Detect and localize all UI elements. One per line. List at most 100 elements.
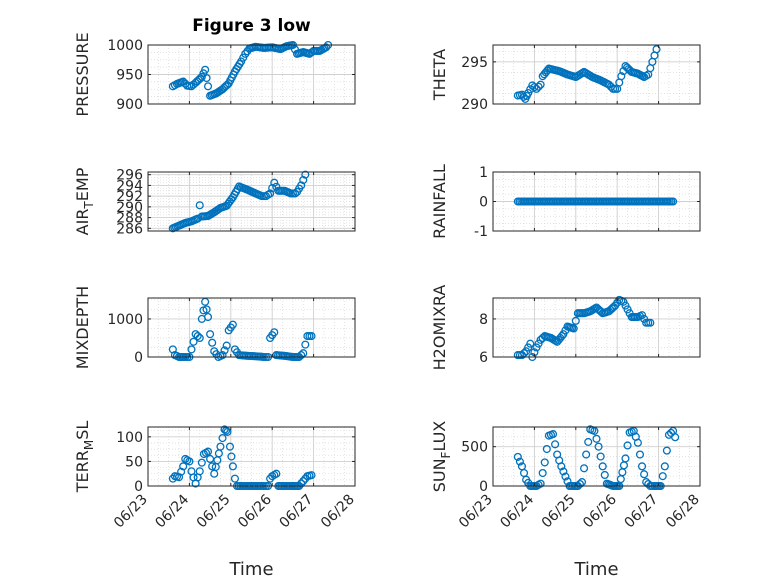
data-point xyxy=(179,462,188,471)
data-point xyxy=(177,467,186,476)
data-point xyxy=(652,45,661,54)
data-point xyxy=(237,57,246,66)
y-axis-label: THETA xyxy=(430,49,449,101)
data-point xyxy=(202,73,211,83)
data-point xyxy=(617,72,626,81)
data-point xyxy=(179,77,188,86)
plot-area xyxy=(148,427,355,486)
data-point xyxy=(561,472,570,481)
data-point xyxy=(646,318,655,327)
y-tick-label: 288 xyxy=(116,211,143,227)
data-point xyxy=(590,426,599,435)
y-tick-label: 0 xyxy=(479,195,488,211)
y-tick-label: 50 xyxy=(125,454,143,470)
y-axis-label: TERRMSL xyxy=(73,421,96,494)
y-tick-label: 6 xyxy=(479,350,488,366)
data-point xyxy=(532,84,541,93)
data-point xyxy=(272,469,281,478)
data-point xyxy=(526,339,535,348)
data-point xyxy=(551,440,560,449)
axes-box xyxy=(492,44,701,105)
data-point xyxy=(195,467,204,476)
data-point xyxy=(571,316,580,325)
data-point xyxy=(671,433,680,442)
data-point xyxy=(225,442,235,451)
data-point xyxy=(270,328,279,337)
data-point xyxy=(662,446,671,455)
data-point xyxy=(637,462,647,471)
data-point xyxy=(185,457,194,466)
data-point xyxy=(218,351,227,360)
x-axis-label: Time xyxy=(228,559,273,580)
data-point xyxy=(536,479,545,488)
data-point xyxy=(600,470,609,480)
y-tick-label: 286 xyxy=(116,221,143,237)
data-point xyxy=(228,462,237,471)
x-tick-label: 06/27 xyxy=(622,492,662,532)
data-point xyxy=(594,442,603,451)
data-point xyxy=(307,471,316,480)
data-point xyxy=(575,479,584,489)
x-tick-label: 06/28 xyxy=(318,492,358,532)
data-point xyxy=(584,437,593,446)
y-tick-label: 0 xyxy=(134,350,143,366)
data-point xyxy=(623,441,632,450)
data-point xyxy=(604,80,613,89)
x-tick-label: 06/27 xyxy=(277,492,317,532)
data-point xyxy=(222,341,231,350)
data-point xyxy=(189,337,198,346)
data-point xyxy=(197,458,206,467)
data-point xyxy=(297,181,306,190)
y-axis-label: AIRTEMP xyxy=(73,167,96,235)
y-tick-label: 100 xyxy=(116,430,143,446)
data-point xyxy=(633,438,642,447)
data-point xyxy=(569,324,578,333)
data-point xyxy=(559,467,568,476)
y-tick-label: 296 xyxy=(116,168,143,184)
data-point xyxy=(582,450,591,459)
y-axis-label: SUNFLUX xyxy=(430,421,453,493)
x-axis-label: Time xyxy=(573,559,618,580)
data-point xyxy=(193,332,202,341)
y-tick-label: 0 xyxy=(479,479,488,495)
x-tick-label: 06/23 xyxy=(456,492,496,532)
data-point xyxy=(218,434,227,443)
y-axis-label: H2OMIXRA xyxy=(430,285,449,371)
x-tick-label: 06/26 xyxy=(235,491,275,531)
data-point xyxy=(577,478,587,487)
data-point xyxy=(548,430,558,439)
chart-title: Figure 3 low xyxy=(192,16,311,36)
y-tick-label: 500 xyxy=(461,440,488,456)
y-tick-label: 292 xyxy=(116,189,143,205)
x-tick-label: 06/28 xyxy=(663,492,703,532)
axes-box xyxy=(147,426,356,487)
data-point xyxy=(203,447,213,456)
data-point xyxy=(208,338,217,347)
y-tick-label: 1000 xyxy=(107,38,143,54)
data-point xyxy=(230,474,239,483)
y-tick-label: 294 xyxy=(116,178,143,194)
data-point xyxy=(239,53,248,62)
y-axis-label: MIXDEPTH xyxy=(73,286,92,369)
data-point xyxy=(534,82,543,91)
y-tick-label: 1 xyxy=(479,165,488,181)
data-point xyxy=(669,197,678,206)
data-point xyxy=(658,472,667,481)
data-point xyxy=(297,351,306,360)
data-point xyxy=(307,332,316,341)
y-tick-label: 290 xyxy=(116,200,143,216)
axes-box xyxy=(492,297,701,358)
data-point xyxy=(187,345,196,354)
y-tick-label: 900 xyxy=(116,97,143,113)
data-point xyxy=(666,428,676,437)
axes-box xyxy=(492,426,701,487)
axes-box xyxy=(147,171,356,232)
data-point xyxy=(201,65,210,74)
x-tick-label: 06/23 xyxy=(111,492,151,532)
data-point xyxy=(228,320,237,329)
y-tick-label: -1 xyxy=(474,224,488,240)
y-tick-label: 295 xyxy=(461,55,488,71)
data-point xyxy=(220,346,229,355)
data-point xyxy=(297,479,306,488)
